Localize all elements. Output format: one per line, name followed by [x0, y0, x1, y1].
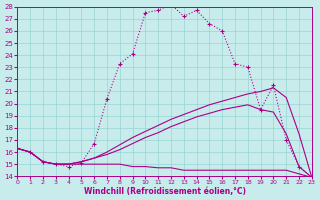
X-axis label: Windchill (Refroidissement éolien,°C): Windchill (Refroidissement éolien,°C) [84, 187, 245, 196]
